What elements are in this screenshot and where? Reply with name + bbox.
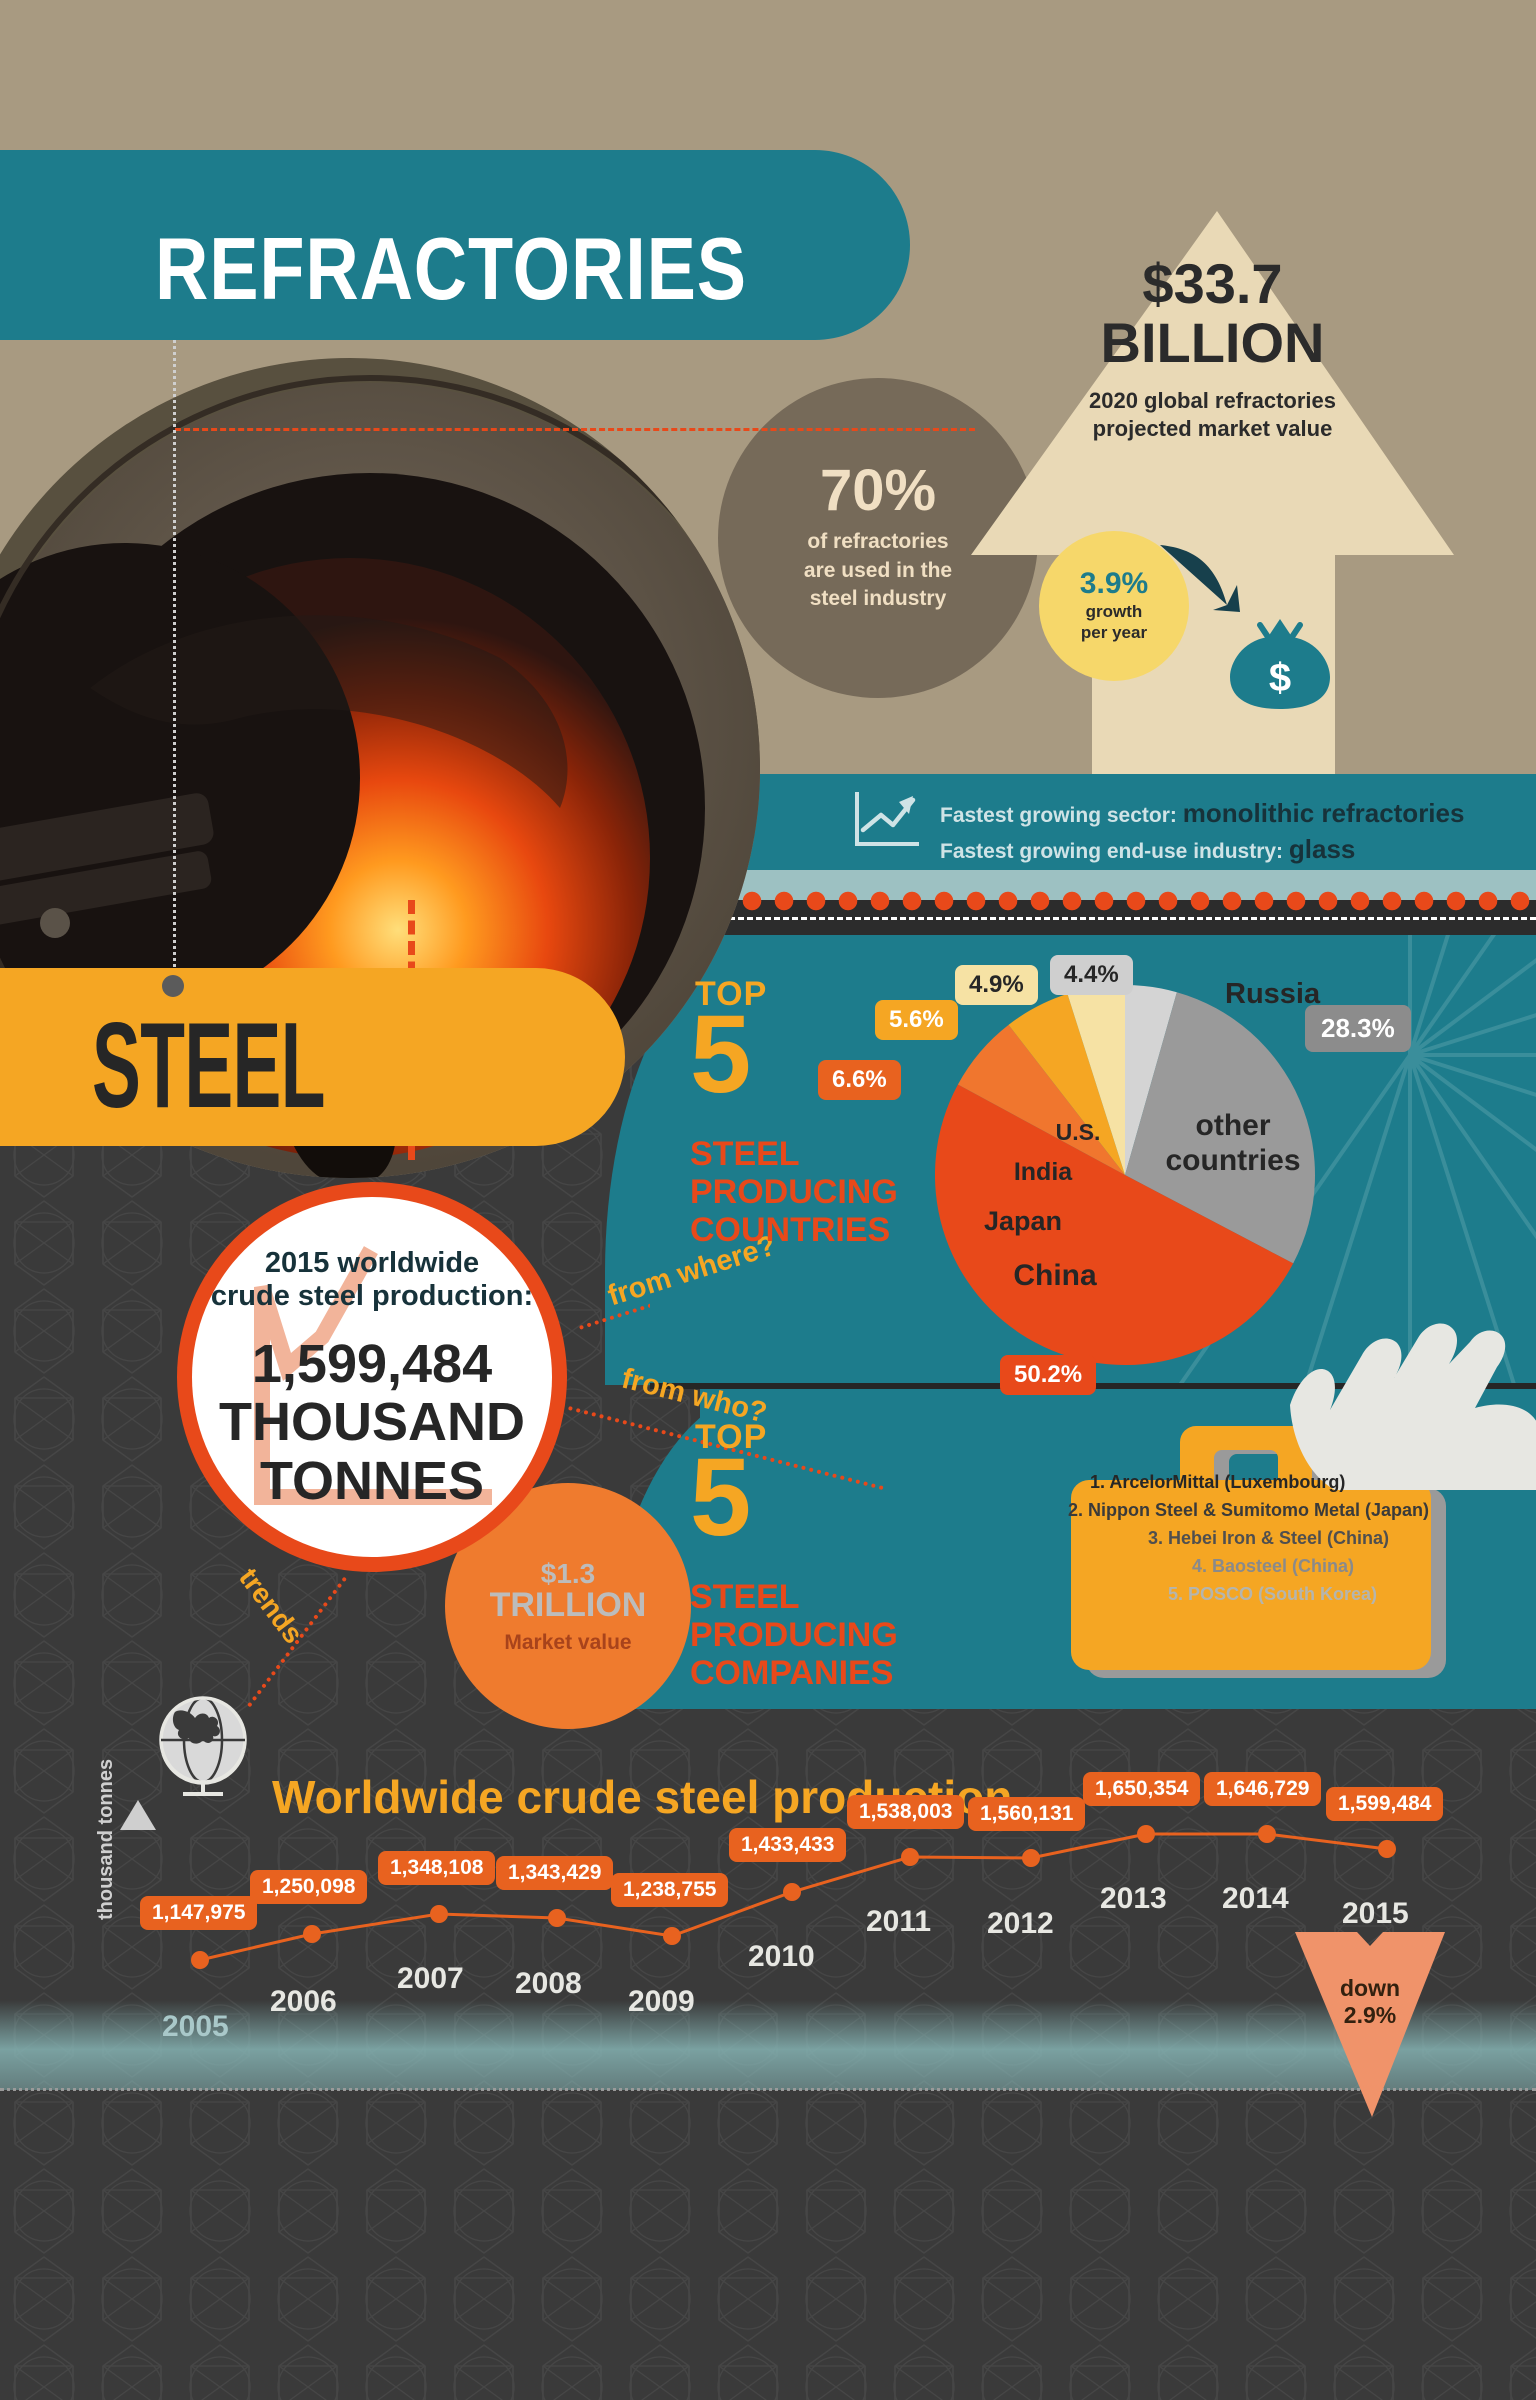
svg-text:$: $ <box>1269 656 1291 700</box>
svg-text:China: China <box>1013 1259 1097 1292</box>
svg-text:countries: countries <box>1165 1144 1300 1177</box>
svg-text:India: India <box>1014 1158 1073 1186</box>
svg-text:Japan: Japan <box>984 1206 1062 1236</box>
svg-text:U.S.: U.S. <box>1056 1119 1101 1145</box>
svg-text:other: other <box>1196 1109 1271 1142</box>
